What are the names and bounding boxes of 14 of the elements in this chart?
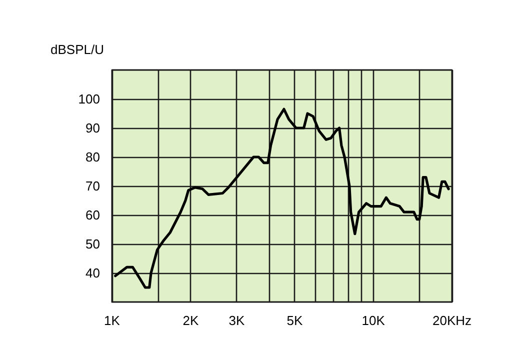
x-tick-label: 5K [286, 313, 303, 328]
y-tick-label: 80 [86, 150, 100, 164]
x-tick-label: 20KHz [432, 313, 472, 328]
y-tick-label: 90 [86, 120, 100, 136]
y-tick-label: 100 [78, 92, 100, 106]
x-tick-label: 10K [362, 313, 386, 328]
y-tick-label: 40 [86, 266, 100, 280]
x-tick-label: 1K [104, 313, 120, 328]
x-tick-label: 3K [228, 313, 245, 328]
x-tick-label: 2K [182, 313, 199, 328]
y-axis-title: dBSPL/U [50, 42, 104, 57]
y-tick-label: 50 [86, 236, 100, 252]
y-tick-label: 70 [86, 178, 100, 194]
y-tick-label: 60 [86, 208, 100, 222]
